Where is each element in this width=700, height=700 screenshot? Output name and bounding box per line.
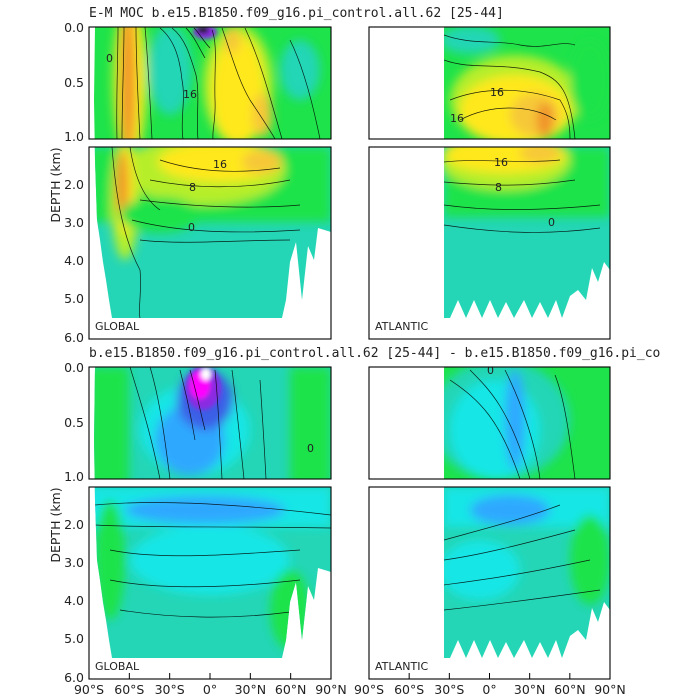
y-tick-label: 6.0 (64, 330, 84, 345)
y-axis: 0.0 0.5 1.0 2.0 3.0 4.0 5.0 6.0 (64, 20, 84, 345)
contour-label: 16 (450, 112, 464, 125)
y-tick-label: 0.5 (64, 415, 84, 430)
x-tick-label: 30°S (155, 682, 185, 697)
contour-label: 0 (487, 364, 494, 377)
panel-global-top: 16 0 (48, 20, 332, 345)
y-tick-label: 3.0 (64, 555, 84, 570)
x-tick-label: 30°N (514, 682, 546, 697)
panel-label: GLOBAL (95, 320, 140, 333)
plot-frame (368, 146, 611, 340)
x-tick-label: 30°S (434, 682, 464, 697)
x-tick-label: 60°S (394, 682, 424, 697)
contour-label: 0 (106, 52, 113, 65)
contour-label: 0 (548, 216, 555, 229)
y-tick-label: 0.5 (64, 75, 84, 90)
panel-atlantic-top: 16 16 16 8 0 ATLANTIC (368, 26, 611, 340)
plot-frame (368, 26, 611, 140)
x-tick-label: 90°N (315, 682, 347, 697)
panel-label: ATLANTIC (375, 660, 428, 673)
plot-frame (88, 366, 332, 480)
top-title: E-M MOC b.e15.B1850.f09_g16.pi_control.a… (89, 6, 504, 21)
y-tick-label: 4.0 (64, 253, 84, 268)
x-tick-label: 30°N (235, 682, 267, 697)
x-tick-label: 0° (203, 682, 217, 697)
contour-label: 0 (188, 221, 195, 234)
y-axis-label: DEPTH (km) (48, 147, 63, 222)
y-tick-label: 1.0 (64, 469, 84, 484)
x-tick-label: 0° (482, 682, 496, 697)
x-tick-label: 90°S (74, 682, 104, 697)
y-axis-label: DEPTH (km) (48, 487, 63, 562)
y-tick-label: 5.0 (64, 631, 84, 646)
contour-label: 16 (494, 156, 508, 169)
x-tick-label: 90°N (594, 682, 626, 697)
contour-label: 8 (189, 181, 196, 194)
panel-label: GLOBAL (95, 660, 140, 673)
plot-frame (368, 366, 611, 480)
y-tick-label: 2.0 (64, 517, 84, 532)
x-tick-label: 60°N (554, 682, 586, 697)
y-tick-label: 1.0 (64, 129, 84, 144)
y-tick-label: 3.0 (64, 215, 84, 230)
x-tick-label: 60°N (275, 682, 307, 697)
x-axis: 90°S 60°S 30°S 0° 30°N 60°N 90°N 90°S 60°S 30°S 0°… (74, 673, 626, 697)
contour-label: 16 (183, 88, 197, 101)
plot-frame (88, 146, 332, 340)
contour-label: 0 (307, 442, 314, 455)
contour-label: 16 (490, 86, 504, 99)
bottom-title: b.e15.B1850.f09_g16.pi_control.all.62 [2… (89, 346, 660, 361)
y-tick-label: 0.0 (64, 20, 84, 35)
x-tick-label: 90°S (354, 682, 384, 697)
panel-atlantic-bottom: 0 ATLANTIC (368, 364, 611, 680)
y-tick-label: 0.0 (64, 360, 84, 375)
panel-global-bottom: 0 GLOBAL (48, 360, 332, 685)
x-tick-label: 60°S (114, 682, 144, 697)
y-tick-label: 4.0 (64, 593, 84, 608)
y-tick-label: 2.0 (64, 177, 84, 192)
plot-frame (88, 26, 332, 140)
y-tick-label: 5.0 (64, 291, 84, 306)
panel-label: ATLANTIC (375, 320, 428, 333)
y-axis: 0.0 0.5 1.0 2.0 3.0 4.0 5.0 6.0 (64, 360, 84, 685)
contour-label: 16 (213, 158, 227, 171)
contour-label: 8 (495, 181, 502, 194)
y-tick-label: 6.0 (64, 670, 84, 685)
